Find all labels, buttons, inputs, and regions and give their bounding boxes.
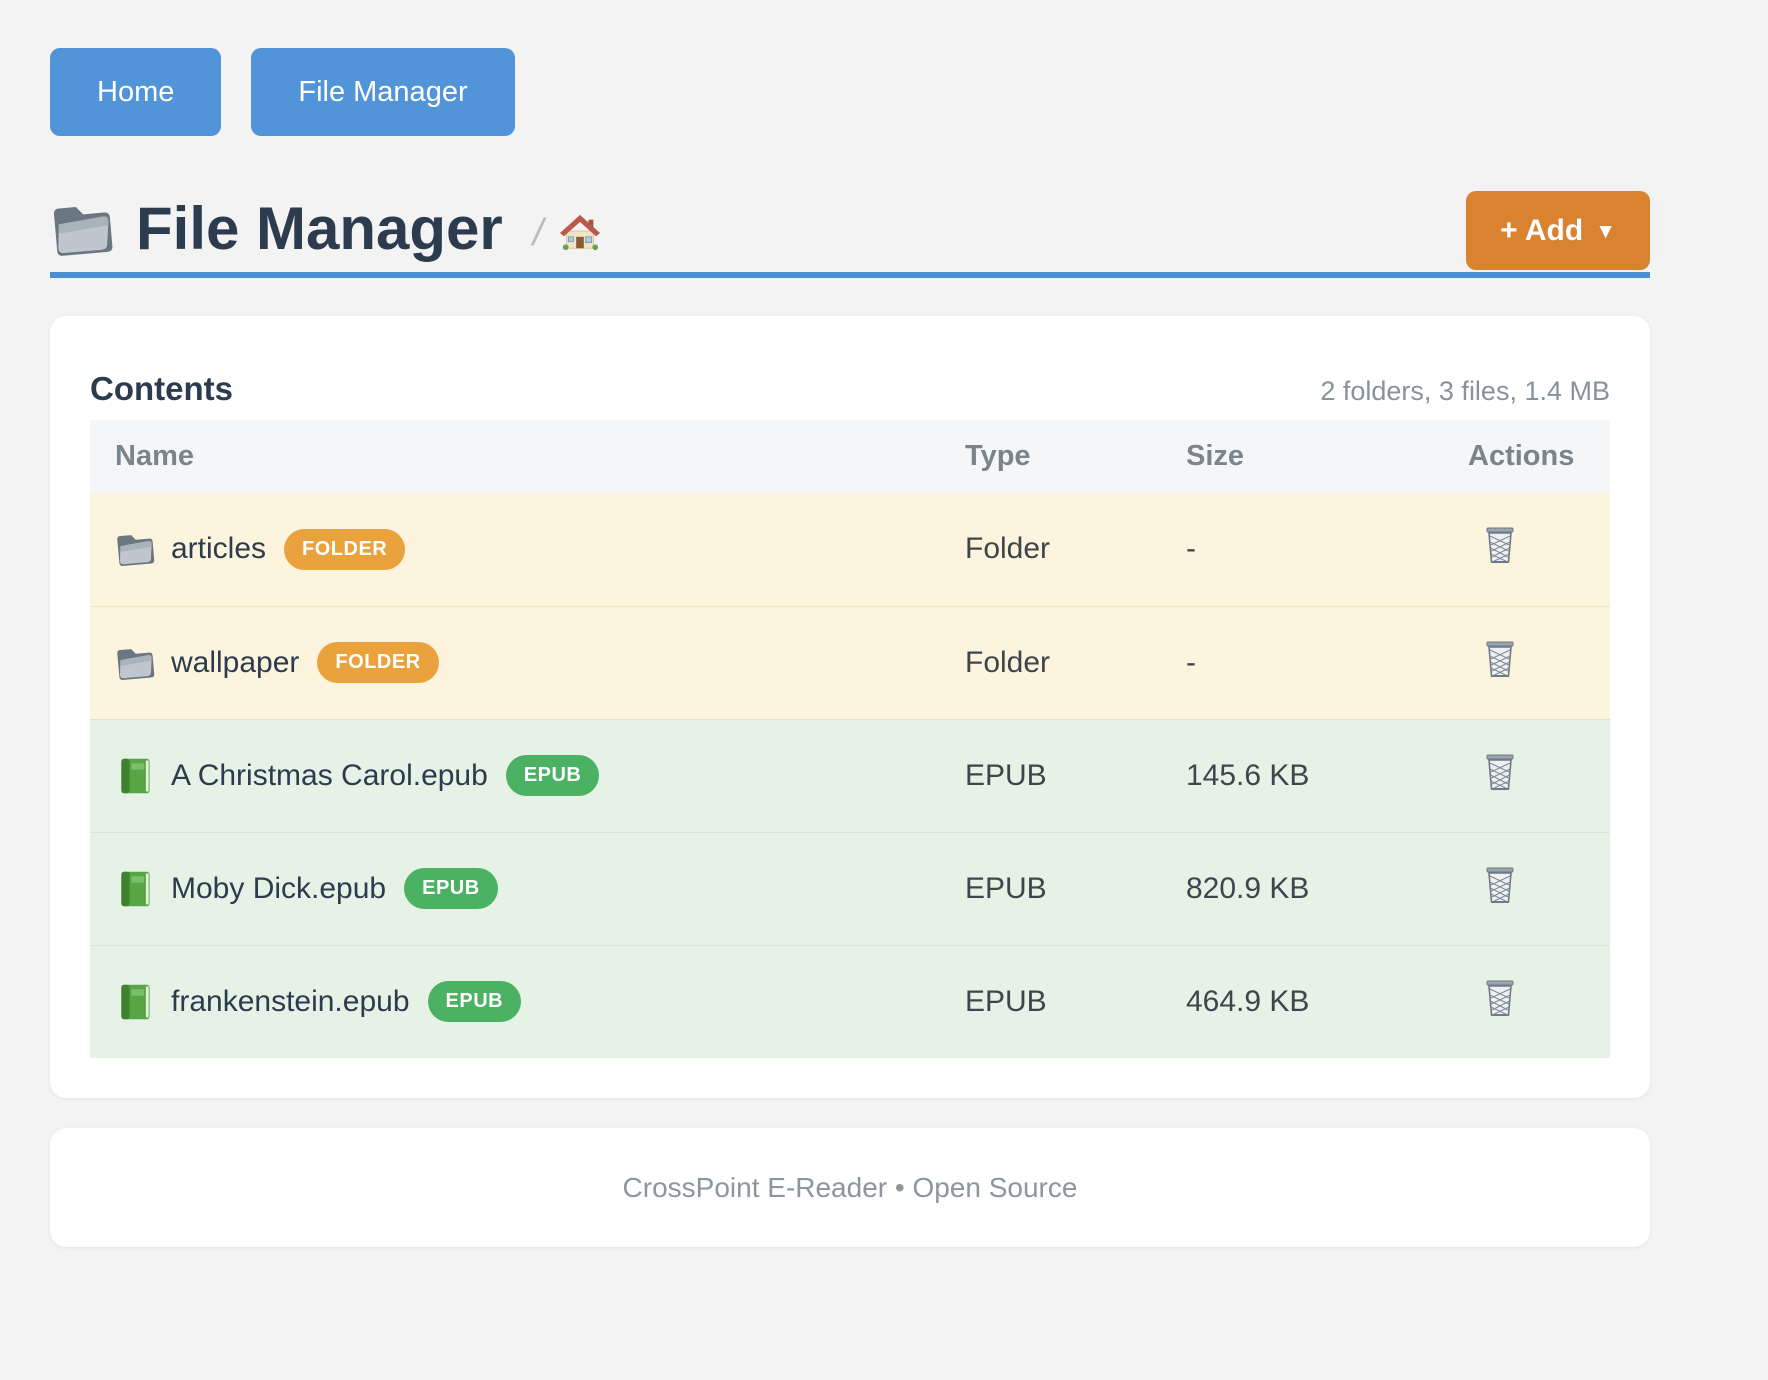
folder-icon — [117, 535, 155, 567]
house-icon[interactable] — [559, 213, 601, 253]
add-button[interactable]: + Add ▼ — [1466, 191, 1650, 270]
folder-icon — [117, 648, 155, 680]
file-name[interactable]: articles — [171, 532, 267, 566]
epub-badge: EPUB — [404, 868, 498, 909]
file-size: - — [1186, 532, 1196, 566]
column-header-type: Type — [965, 440, 1031, 472]
file-name-group: A Christmas Carol.epub EPUB — [115, 755, 965, 796]
footer: CrossPoint E-Reader • Open Source — [50, 1128, 1650, 1247]
trash-icon — [1486, 867, 1514, 903]
file-size: 464.9 KB — [1186, 944, 1468, 1058]
chevron-down-icon: ▼ — [1595, 219, 1616, 243]
epub-badge: EPUB — [427, 981, 522, 1023]
folder-icon — [53, 206, 113, 256]
nav-button-home[interactable]: Home — [50, 48, 222, 136]
table-row[interactable]: articles FOLDER Folder - — [90, 493, 1610, 606]
book-icon — [121, 984, 150, 1020]
column-header-size: Size — [1186, 440, 1245, 472]
file-type: Folder — [965, 532, 1051, 566]
folder-badge: FOLDER — [317, 642, 439, 683]
epub-badge: EPUB — [505, 755, 600, 796]
file-name[interactable]: wallpaper — [171, 645, 300, 679]
file-name-group: frankenstein.epub EPUB — [115, 981, 965, 1023]
file-name-group: articles FOLDER — [115, 528, 965, 570]
add-button-label: + Add — [1500, 213, 1584, 247]
delete-button[interactable] — [1482, 752, 1518, 792]
contents-summary: 2 folders, 3 files, 1.4 MB — [1320, 376, 1610, 406]
page-container: Home File Manager + Add ▼ File Manager / — [50, 48, 1650, 1247]
delete-button[interactable] — [1482, 978, 1518, 1018]
page-header: + Add ▼ File Manager / — [50, 191, 1650, 278]
delete-button[interactable] — [1482, 525, 1518, 565]
folder-badge: FOLDER — [284, 528, 406, 570]
title-row: File Manager / — [50, 191, 1650, 266]
file-type: EPUB — [965, 944, 1186, 1058]
file-name-group: Moby Dick.epub EPUB — [115, 868, 965, 909]
table-row[interactable]: A Christmas Carol.epub EPUB EPUB 145.6 KB — [90, 718, 1610, 832]
table-row[interactable]: wallpaper FOLDER Folder - — [90, 605, 1610, 719]
contents-heading: Contents — [90, 370, 233, 407]
file-type: EPUB — [965, 831, 1186, 945]
column-header-name: Name — [115, 440, 194, 472]
trash-icon — [1486, 641, 1514, 677]
file-name[interactable]: Moby Dick.epub — [171, 871, 387, 905]
file-size: 145.6 KB — [1186, 718, 1468, 832]
file-type: Folder — [965, 605, 1186, 719]
nav-button-file-manager[interactable]: File Manager — [251, 48, 515, 136]
file-name-group: wallpaper FOLDER — [115, 642, 965, 683]
book-icon — [121, 758, 150, 793]
contents-card-header: Contents 2 folders, 3 files, 1.4 MB — [90, 370, 1610, 408]
trash-icon — [1486, 980, 1514, 1016]
trash-icon — [1486, 527, 1514, 564]
book-icon — [121, 871, 150, 906]
file-type: EPUB — [965, 718, 1186, 832]
file-table: Name Type Size Actions articles FOLDER Fol… — [90, 420, 1610, 1058]
delete-button[interactable] — [1482, 639, 1518, 679]
file-name[interactable]: frankenstein.epub — [171, 984, 410, 1018]
file-size: - — [1186, 605, 1468, 719]
table-row[interactable]: frankenstein.epub EPUB EPUB 464.9 KB — [90, 944, 1610, 1058]
page-title: File Manager — [136, 195, 503, 262]
file-size: 820.9 KB — [1186, 831, 1468, 945]
breadcrumb-separator: / — [532, 212, 544, 254]
column-header-actions: Actions — [1468, 440, 1575, 472]
delete-button[interactable] — [1482, 865, 1518, 905]
table-header-row: Name Type Size Actions — [90, 420, 1610, 493]
contents-card: Contents 2 folders, 3 files, 1.4 MB Name… — [50, 316, 1650, 1098]
footer-text: CrossPoint E-Reader • Open Source — [622, 1171, 1078, 1203]
trash-icon — [1486, 754, 1514, 790]
table-row[interactable]: Moby Dick.epub EPUB EPUB 820.9 KB — [90, 831, 1610, 945]
top-nav: Home File Manager — [50, 48, 1650, 136]
file-name[interactable]: A Christmas Carol.epub — [171, 758, 488, 792]
